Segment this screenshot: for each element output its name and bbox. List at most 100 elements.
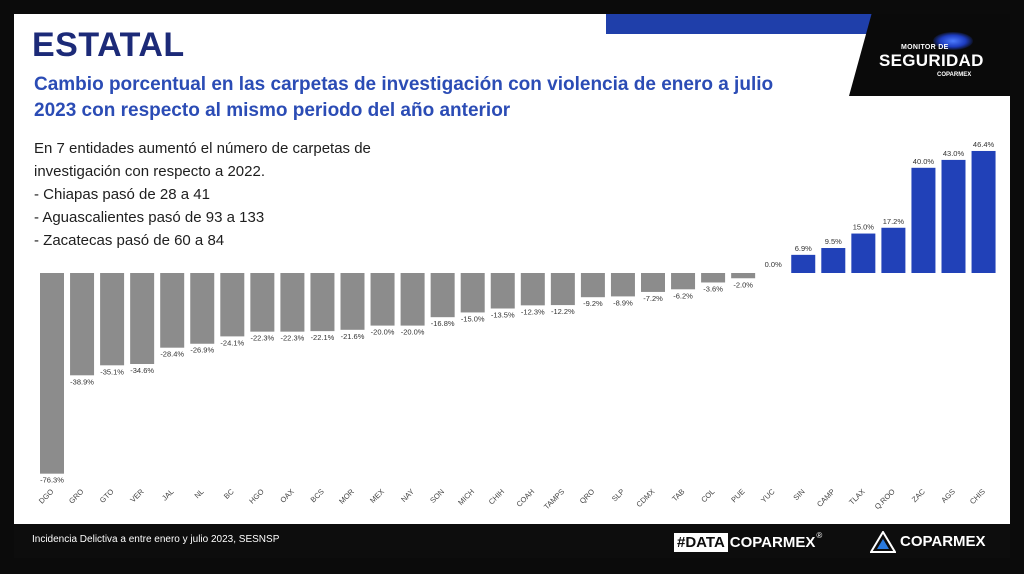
data-label: -28.4% (160, 350, 184, 359)
bar-tamps (550, 273, 575, 306)
category-label: DGO (37, 487, 56, 506)
data-label: -20.0% (401, 328, 425, 337)
data-label: 6.9% (795, 244, 812, 253)
category-label: CHIS (968, 487, 987, 506)
slide: MONITOR DE SEGURIDAD COPARMEX ESTATAL Ca… (14, 14, 1010, 558)
bar-bcs (310, 273, 335, 332)
bar-gro (70, 273, 95, 376)
data-label: -24.1% (220, 338, 244, 347)
data-label: 0.0% (765, 260, 782, 269)
data-label: -16.8% (431, 319, 455, 328)
bar-hgo (250, 273, 275, 332)
bar-cdmx (641, 273, 665, 292)
category-label: NAY (399, 487, 416, 504)
category-label: TAMPS (542, 487, 566, 511)
notes-block: En 7 entidades aumentó el número de carp… (34, 137, 374, 252)
data-label: 17.2% (883, 217, 905, 226)
trademark-symbol: ® (816, 531, 823, 540)
note-bullet-chiapas: - Chiapas pasó de 28 a 41 (34, 186, 210, 203)
bar-slp (610, 273, 635, 297)
bar-sin (791, 254, 816, 273)
data-label: -76.3% (40, 476, 64, 485)
category-label: CHIH (487, 487, 506, 506)
bar-mex (370, 273, 395, 326)
bar-chis (971, 150, 996, 273)
coparmex-logo-icon (870, 531, 896, 553)
data-label: -21.6% (341, 332, 365, 341)
note-bullet-aguascalientes: - Aguascalientes pasó de 93 a 133 (34, 209, 265, 226)
bar-ags (941, 159, 966, 273)
data-label: 40.0% (913, 157, 935, 166)
category-label: AGS (939, 487, 957, 505)
bar-qro (580, 273, 605, 298)
data-label: -2.0% (733, 280, 753, 289)
bar-mor (340, 273, 365, 330)
category-label: JAL (160, 487, 176, 503)
category-label: GTO (98, 487, 116, 505)
data-label: -22.1% (311, 333, 335, 342)
data-label: -13.5% (491, 311, 515, 320)
bar-tlax (851, 233, 876, 273)
category-label: OAX (278, 487, 296, 505)
data-label: 43.0% (943, 149, 965, 158)
category-label: NL (193, 487, 206, 500)
monitor-seguridad-logo: MONITOR DE SEGURIDAD COPARMEX (849, 14, 1010, 96)
data-label: -12.3% (521, 307, 545, 316)
category-label: BCS (309, 487, 326, 504)
bar-col (701, 273, 726, 283)
category-label: HGO (247, 487, 266, 506)
category-label: SLP (610, 487, 626, 503)
bar-son (430, 273, 455, 318)
bar-tab (671, 273, 696, 290)
note-bullet-zacatecas: - Zacatecas pasó de 60 a 84 (34, 232, 225, 249)
data-coparmex-brand: #DATA COPARMEX ® (674, 531, 822, 553)
bar-gto (100, 273, 125, 366)
category-label: QRO (578, 487, 597, 506)
category-label: PUE (729, 487, 746, 504)
bar-camp (821, 248, 846, 273)
bar-chart: -76.3% DGO -38.9% GRO -35.1% GTO -34.6% VER -28.… (37, 140, 996, 511)
logo-main-text: SEGURIDAD (879, 51, 984, 70)
logo-small-text: MONITOR DE (901, 44, 949, 51)
data-label: 15.0% (853, 223, 875, 232)
data-label: -15.0% (461, 314, 485, 323)
data-label: -9.2% (583, 299, 603, 308)
category-label: ZAC (910, 487, 927, 504)
coparmex-brand: COPARMEX (900, 533, 986, 550)
category-label: CAMP (815, 487, 837, 509)
category-label: Q.ROO (873, 487, 897, 511)
category-label: COAH (515, 487, 537, 509)
category-label: BC (222, 487, 236, 501)
category-label: SIN (791, 487, 806, 502)
data-brand-name: COPARMEX (729, 533, 816, 551)
category-label: TLAX (847, 487, 867, 507)
source-note: Incidencia Delictiva a entre enero y jul… (32, 534, 280, 545)
logo-sub-text: COPARMEX (937, 72, 972, 78)
category-label: MEX (368, 487, 386, 505)
data-label: -7.2% (643, 294, 663, 303)
data-label: -8.9% (613, 298, 633, 307)
category-label: MICH (456, 487, 476, 507)
notes-intro: En 7 entidades aumentó el número de carp… (34, 140, 371, 180)
data-label: 9.5% (825, 237, 842, 246)
data-label: -12.2% (551, 307, 575, 316)
category-label: TAB (670, 487, 686, 503)
category-label: COL (699, 487, 716, 504)
category-label: SON (428, 487, 446, 505)
data-label: -6.2% (673, 291, 693, 300)
page-title: ESTATAL (32, 26, 185, 64)
bar-qroo (881, 227, 906, 273)
bar-nay (400, 273, 425, 326)
bar-ver (130, 273, 155, 364)
category-label: CDMX (634, 487, 656, 509)
bar-coah (520, 273, 545, 306)
data-label: -35.1% (100, 367, 124, 376)
category-label: VER (128, 487, 146, 505)
data-label: 46.4% (973, 140, 995, 149)
data-tag: #DATA (674, 532, 728, 552)
data-label: -3.6% (703, 284, 723, 293)
data-label: -22.3% (250, 334, 274, 343)
bar-zac (911, 167, 936, 273)
siren-light-icon (933, 32, 973, 50)
bar-bc (220, 273, 245, 337)
